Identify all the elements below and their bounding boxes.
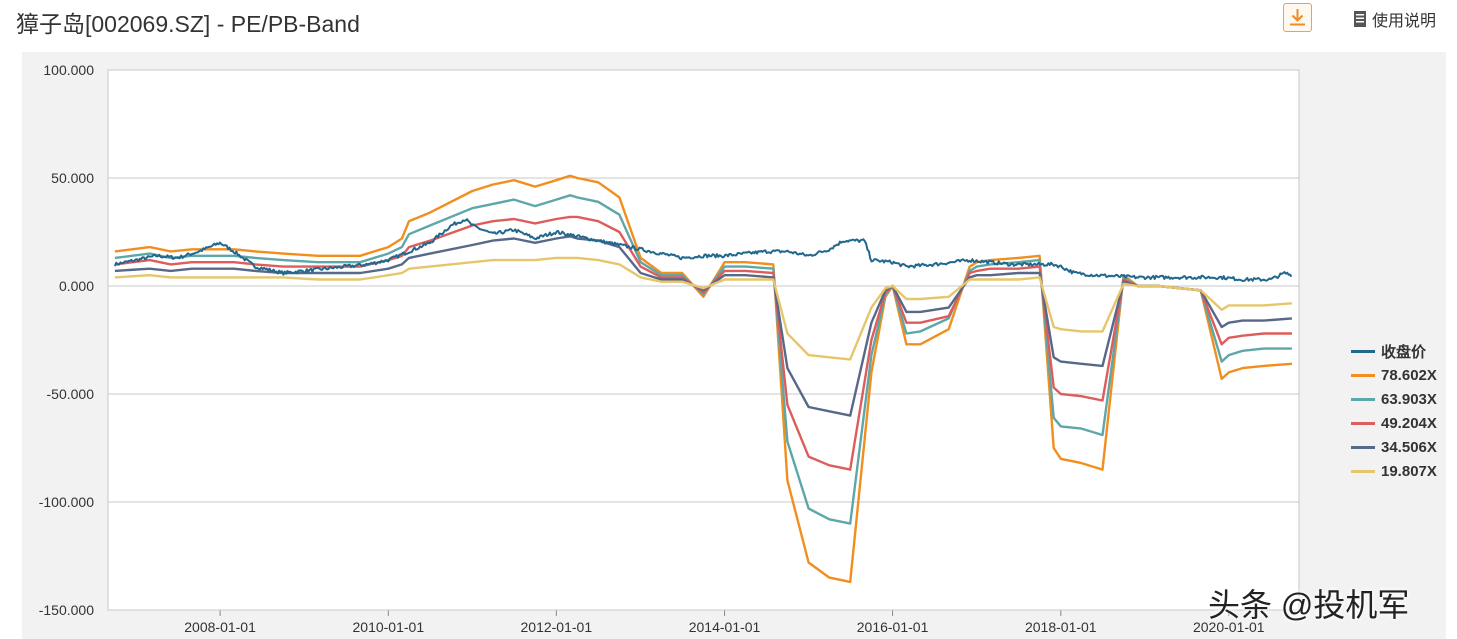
plot-frame <box>107 69 1300 611</box>
legend-label: 49.204X <box>1381 414 1437 432</box>
legend-item[interactable]: 49.204X <box>1351 411 1437 435</box>
series-line-19-807X <box>114 256 1292 361</box>
chart-legend: 收盘价 78.602X 63.903X 49.204X 34.506X 19.807X <box>1351 339 1437 483</box>
y-tick-label: 50.000 <box>51 170 94 186</box>
y-tick-label: -100.000 <box>39 494 94 510</box>
legend-label: 78.602X <box>1381 366 1437 384</box>
y-tick-label: -150.000 <box>39 602 94 618</box>
document-icon <box>1354 11 1366 27</box>
legend-item[interactable]: 收盘价 <box>1351 339 1437 363</box>
x-tick-label: 2018-01-01 <box>1025 619 1097 635</box>
page-title: 獐子岛[002069.SZ] - PE/PB-Band <box>16 11 360 37</box>
download-icon <box>1290 9 1305 26</box>
y-tick-label: 0.000 <box>59 278 94 294</box>
series-line-close-price <box>113 218 1293 283</box>
legend-swatch <box>1351 397 1375 401</box>
legend-swatch <box>1351 445 1375 449</box>
x-tick-label: 2020-01-01 <box>1193 619 1265 635</box>
y-tick-label: 100.000 <box>43 62 94 78</box>
x-tick-label: 2016-01-01 <box>857 619 929 635</box>
legend-swatch <box>1351 421 1375 425</box>
legend-item[interactable]: 63.903X <box>1351 387 1437 411</box>
series-line-34-506X <box>114 235 1292 417</box>
legend-swatch <box>1351 373 1375 377</box>
watermark: 头条 @投机军 <box>1208 587 1410 623</box>
legend-item[interactable]: 19.807X <box>1351 459 1437 483</box>
download-button[interactable] <box>1283 3 1312 32</box>
x-tick-label: 2014-01-01 <box>689 619 761 635</box>
legend-swatch <box>1351 469 1375 473</box>
legend-label: 34.506X <box>1381 438 1437 456</box>
legend-label: 63.903X <box>1381 390 1437 408</box>
plot-area <box>108 70 1299 610</box>
legend-label: 收盘价 <box>1381 343 1427 361</box>
x-tick-label: 2012-01-01 <box>521 619 593 635</box>
pe-band-chart: 100.000 50.000 0.000 -50.000 -100.000 -150.00… <box>39 62 1300 635</box>
y-tick-label: -50.000 <box>47 386 95 402</box>
help-label: 使用说明 <box>1372 13 1437 30</box>
legend-label: 19.807X <box>1381 462 1437 480</box>
chart-panel: 100.000 50.000 0.000 -50.000 -100.000 -150.00… <box>22 52 1446 639</box>
x-tick-label: 2008-01-01 <box>184 619 256 635</box>
series-line-78-602X <box>114 174 1292 584</box>
help-link[interactable]: 使用说明 <box>1352 8 1436 30</box>
header-bar: 獐子岛[002069.SZ] - PE/PB-Band 使用说明 <box>0 0 1457 48</box>
series-line-63-903X <box>114 194 1292 525</box>
x-tick-label: 2010-01-01 <box>353 619 425 635</box>
legend-item[interactable]: 78.602X <box>1351 363 1437 387</box>
legend-swatch <box>1351 349 1375 353</box>
legend-item[interactable]: 34.506X <box>1351 435 1437 459</box>
